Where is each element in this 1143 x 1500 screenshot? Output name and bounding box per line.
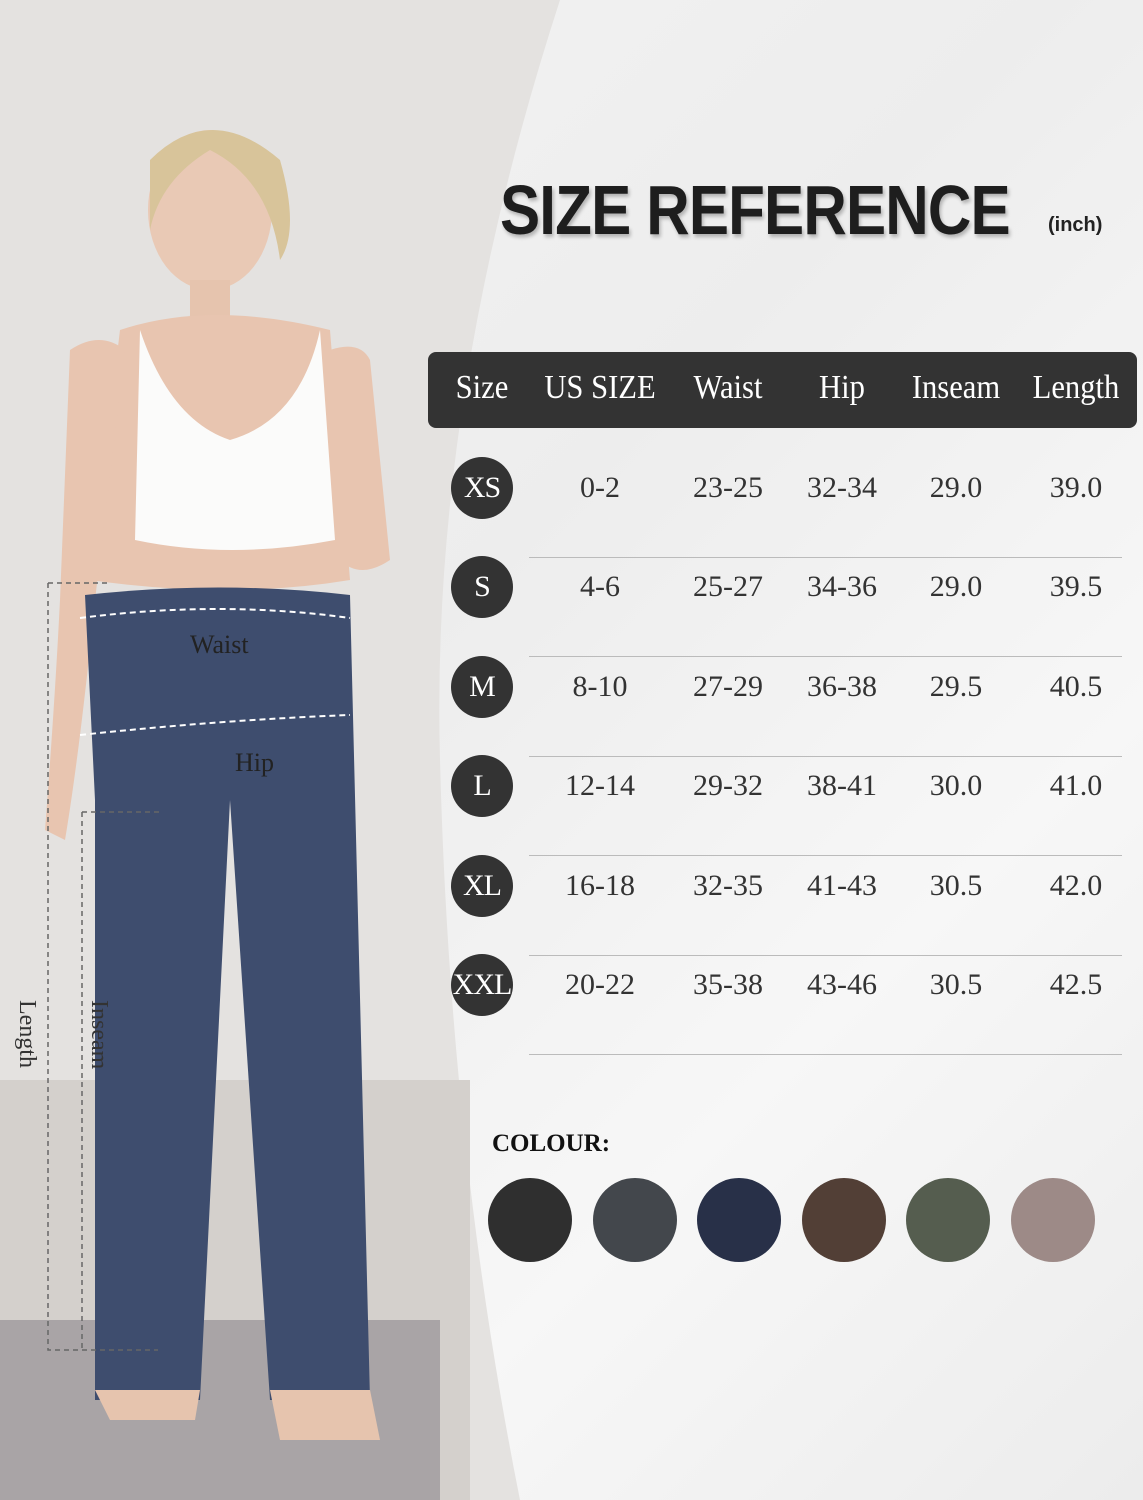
- table-cell: 39.0: [1049, 471, 1103, 504]
- table-cell: 42.0: [1049, 868, 1103, 902]
- row-divider: [529, 557, 1122, 558]
- table-cell: 16-18: [565, 868, 635, 902]
- table-cell: 41-43: [807, 868, 877, 902]
- row-divider: [529, 656, 1122, 658]
- header-waist: Waist: [693, 369, 763, 406]
- size-badge: S: [451, 556, 513, 619]
- table-row: S 4-6 25-27 34-36 29.0 39.5: [0, 556, 1143, 658]
- table-cell: 0-2: [580, 471, 620, 504]
- table-cell: 8-10: [572, 669, 628, 703]
- table-cell: 38-41: [807, 769, 877, 803]
- waist-label: Waist: [190, 630, 249, 659]
- colour-swatch: [697, 1178, 782, 1262]
- header-inseam: Inseam: [911, 369, 1001, 406]
- colour-label: COLOUR:: [492, 1130, 611, 1157]
- row-divider: [529, 755, 1122, 757]
- table-cell: 29.0: [929, 471, 983, 504]
- table-header: Size US SIZE Waist Hip Inseam Length: [428, 352, 1137, 428]
- table-cell: 41.0: [1049, 769, 1103, 803]
- table-cell: 39.5: [1049, 570, 1103, 604]
- table-cell: 36-38: [807, 669, 877, 703]
- header-size: Size: [455, 369, 509, 406]
- header-hip: Hip: [819, 369, 865, 406]
- table-row: L 12-14 29-32 38-41 30.0 41.0: [0, 755, 1143, 857]
- colour-swatch: [488, 1178, 572, 1262]
- table-cell: 43-46: [807, 968, 877, 1001]
- size-badge: L: [451, 755, 513, 818]
- hip-label: Hip: [235, 748, 274, 777]
- table-cell: 23-25: [693, 471, 763, 504]
- colour-swatch: [592, 1178, 677, 1262]
- unit-label: (inch): [1048, 214, 1103, 236]
- table-row: XS 0-2 23-25 32-34 29.0 39.0: [0, 457, 1143, 558]
- table-cell: 42.5: [1049, 968, 1103, 1001]
- table-cell: 29.5: [929, 669, 983, 703]
- table-cell: 29.0: [929, 570, 983, 604]
- size-badge: XL: [451, 854, 513, 917]
- colour-swatch: [801, 1178, 886, 1262]
- header-us-size: US SIZE: [544, 369, 656, 406]
- table-cell: 20-22: [565, 968, 635, 1001]
- row-divider: [529, 1054, 1122, 1055]
- header-length: Length: [1032, 369, 1120, 406]
- table-cell: 12-14: [565, 769, 635, 803]
- table-cell: 40.5: [1049, 669, 1103, 703]
- table-cell: 4-6: [580, 570, 620, 604]
- table-cell: 32-35: [693, 868, 763, 902]
- table-row: XXL 20-22 35-38 43-46 30.5 42.5: [0, 954, 1143, 1055]
- table-cell: 30.5: [929, 868, 983, 902]
- table-row: XL 16-18 32-35 41-43 30.5 42.0: [0, 854, 1143, 956]
- table-cell: 30.0: [929, 769, 983, 803]
- table-cell: 27-29: [693, 669, 763, 703]
- row-divider: [529, 954, 1122, 956]
- size-badge: M: [451, 655, 513, 718]
- size-badge: XS: [451, 457, 513, 519]
- colour-swatch: [1011, 1178, 1095, 1262]
- row-divider: [529, 855, 1122, 857]
- table-cell: 30.5: [929, 968, 983, 1001]
- table-cell: 32-34: [807, 471, 877, 504]
- table-cell: 29-32: [693, 769, 763, 803]
- table-cell: 34-36: [807, 570, 877, 604]
- table-cell: 25-27: [693, 570, 763, 604]
- colour-swatch: [906, 1178, 991, 1262]
- table-cell: 35-38: [693, 968, 763, 1001]
- size-badge: XXL: [451, 954, 513, 1016]
- table-row: M 8-10 27-29 36-38 29.5 40.5: [0, 655, 1143, 757]
- page-title: SIZE REFERENCE: [500, 171, 1011, 249]
